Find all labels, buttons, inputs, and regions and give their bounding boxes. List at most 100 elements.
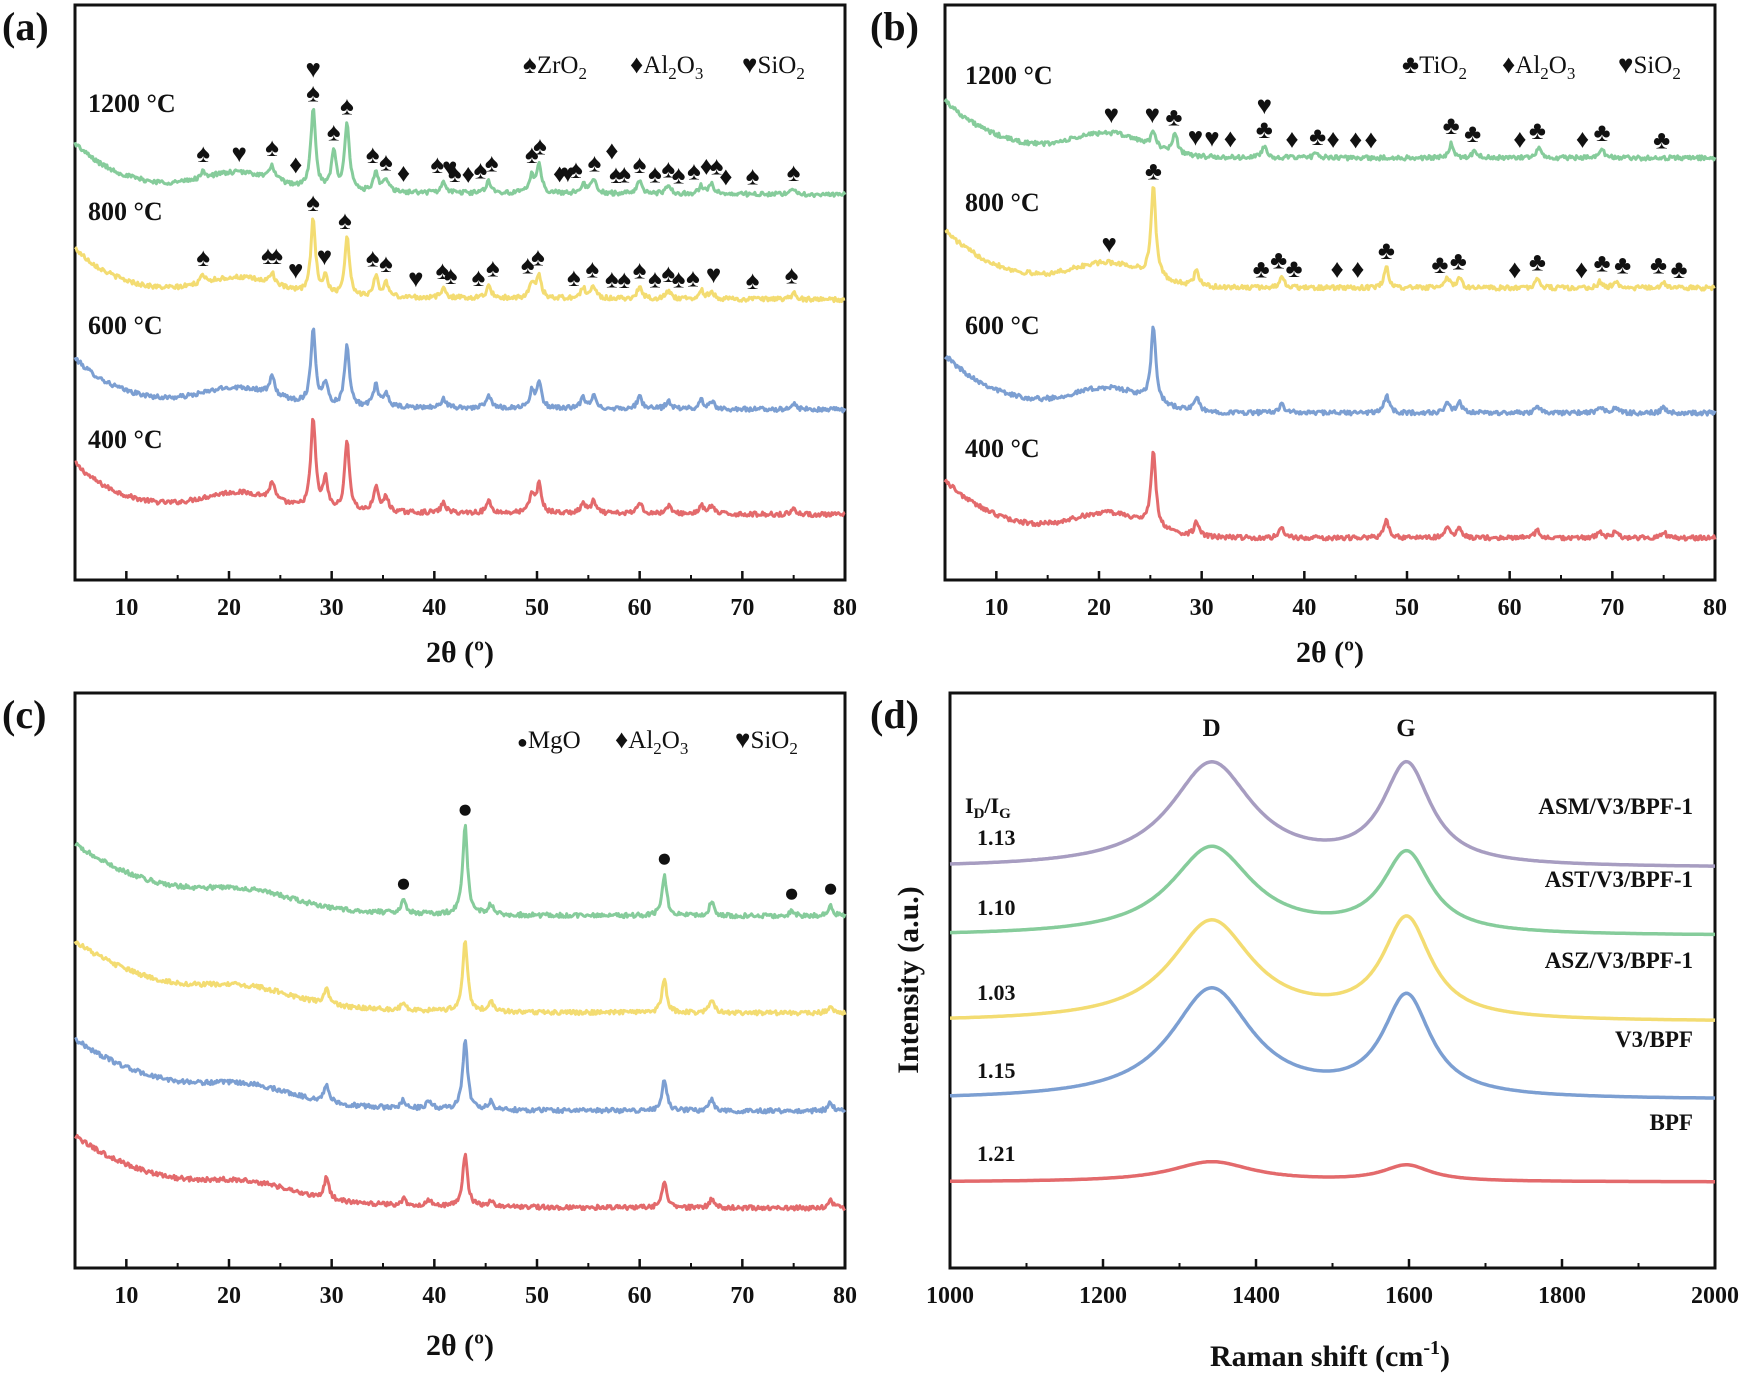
peak-marker: ♣: [1431, 250, 1448, 279]
ratio-value: 1.03: [977, 980, 1016, 1005]
series-line-yellow: [74, 217, 846, 304]
peak-marker: ♠: [710, 151, 724, 180]
peak-marker: ♦: [700, 151, 713, 180]
x-tick-label: 10: [114, 595, 138, 621]
peak-marker: ♠: [662, 259, 676, 288]
series-line-blue: [74, 1037, 847, 1115]
peak-label-d: D: [1203, 715, 1221, 742]
x-tick-label: 70: [1600, 595, 1624, 621]
x-tick-label: 1200: [1079, 1283, 1127, 1309]
peak-marker: ♣: [1529, 116, 1546, 145]
peak-marker: ♠: [379, 148, 393, 177]
ratio-header: ID/IG: [965, 793, 1011, 822]
legend: ♣TiO2 ♦Al2O3 ♥SiO2: [1402, 50, 1681, 83]
series-label: 800 °C: [965, 188, 1040, 217]
legend-entry-al2o3: ♦Al2O3: [630, 50, 703, 83]
peak-marker: ♠: [196, 139, 210, 168]
peak-marker: ♠: [633, 150, 647, 179]
x-tick-label: 20: [217, 1283, 241, 1309]
x-tick-label: 70: [730, 595, 754, 621]
peak-marker: ♦: [553, 159, 566, 188]
x-tick-label: 2000: [1691, 1283, 1739, 1309]
peak-marker: ♠: [617, 160, 631, 189]
x-tick-label: 40: [422, 595, 446, 621]
peak-marker: ♠: [306, 188, 320, 217]
peak-marker: ♥: [1145, 100, 1160, 129]
peak-marker: ♠: [648, 265, 662, 294]
legend-entry-sio2: ♥SiO2: [1618, 50, 1681, 83]
peak-marker: ♣: [1594, 249, 1611, 278]
series-label: 1200 °C: [88, 89, 176, 118]
panel-label: (a): [2, 4, 49, 49]
peak-marker: ♦: [462, 159, 475, 188]
peak-marker: ♠: [746, 266, 760, 295]
series-line-yellow: [73, 940, 847, 1017]
peak-marker: ♠: [533, 131, 547, 160]
peak-marker: ♦: [1364, 125, 1377, 154]
x-tick-label: 60: [628, 595, 652, 621]
x-tick-label: 40: [1292, 595, 1316, 621]
peak-marker: ♠: [567, 263, 581, 292]
peak-marker: ♠: [379, 249, 393, 278]
series-line-red: [74, 1134, 847, 1212]
x-axis-title: 2θ (º): [1296, 636, 1364, 669]
ratio-value: 1.10: [977, 895, 1016, 920]
peak-marker: ♦: [1349, 125, 1362, 154]
x-tick-label: 80: [1703, 595, 1727, 621]
x-tick-label: 1600: [1385, 1283, 1433, 1309]
peak-marker: ♠: [569, 155, 583, 184]
peak-marker: ♠: [648, 159, 662, 188]
x-tick-label: 80: [833, 1283, 857, 1309]
x-axis-title: 2θ (º): [426, 636, 494, 669]
series-label: AST/V3/BPF-1: [1545, 867, 1693, 892]
series-line-red: [943, 450, 1717, 542]
peak-marker: ♠: [485, 149, 499, 178]
legend-entry-zro2: ♠ZrO2: [523, 50, 587, 83]
peak-marker: ●: [784, 879, 800, 908]
peak-marker: ♠: [746, 161, 760, 190]
series-label: BPF: [1650, 1110, 1693, 1135]
peak-marker: ♦: [1326, 125, 1339, 154]
peak-marker: ♠: [448, 159, 462, 188]
series-line-red: [74, 417, 846, 519]
peak-marker: ♣: [1165, 102, 1182, 131]
x-tick-label: 70: [730, 1283, 754, 1309]
peak-marker: ♠: [521, 250, 535, 279]
dot-icon: ●: [517, 732, 528, 752]
peak-marker: ♠: [605, 265, 619, 294]
peak-marker: ♣: [1464, 119, 1481, 148]
panel-label: (c): [2, 692, 46, 737]
ratio-value: 1.15: [977, 1058, 1016, 1083]
peak-marker: ♠: [609, 160, 623, 189]
peak-marker: ♠: [327, 118, 341, 147]
x-tick-label: 80: [833, 595, 857, 621]
panel-label: (d): [870, 692, 919, 737]
peak-marker: ♣: [1270, 246, 1287, 275]
peak-marker: ♠: [265, 133, 279, 162]
x-tick-label: 20: [217, 595, 241, 621]
series-label: 600 °C: [88, 311, 163, 340]
x-tick-label: 60: [628, 1283, 652, 1309]
x-tick-label: 30: [1190, 595, 1214, 621]
legend-entry-tio2: ♣TiO2: [1402, 50, 1467, 83]
peak-marker: ♦: [289, 150, 302, 179]
x-tick-label: 30: [320, 595, 344, 621]
peak-marker: ♦: [1576, 125, 1589, 154]
peak-marker: ●: [396, 868, 412, 897]
heart-icon: ♥: [1618, 50, 1633, 79]
peak-marker: ♣: [1614, 250, 1631, 279]
peak-marker: ♣: [1529, 247, 1546, 276]
x-tick-label: 1800: [1538, 1283, 1586, 1309]
x-tick-label: 20: [1087, 595, 1111, 621]
peak-marker: ♠: [588, 149, 602, 178]
series-line-green: [943, 98, 1717, 162]
spade-icon: ♠: [523, 50, 537, 79]
peak-marker: ♠: [586, 255, 600, 284]
peak-marker: ♠: [633, 256, 647, 285]
peak-marker: ♣: [1286, 254, 1303, 283]
peak-marker: ♣: [1378, 236, 1395, 265]
peak-marker: ♦: [1508, 255, 1521, 284]
series-label: 400 °C: [965, 434, 1040, 463]
legend: ♠ZrO2 ♦Al2O3 ♥SiO2: [523, 50, 805, 83]
